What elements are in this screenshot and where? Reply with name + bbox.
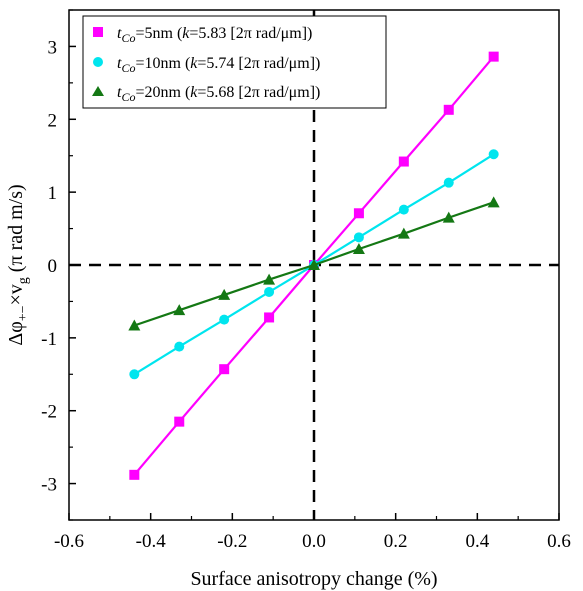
x-tick-label: 0.6 (547, 531, 571, 552)
y-axis-title-units: (π rad m/s) (5, 184, 27, 277)
data-point-square (129, 469, 140, 480)
data-point-circle (174, 341, 185, 352)
data-point-circle (443, 177, 454, 188)
y-axis-title-sub-g: g (16, 277, 31, 284)
data-point-circle (398, 204, 409, 215)
data-point-circle (488, 149, 499, 160)
data-point-circle (129, 369, 140, 380)
x-tick-label: -0.4 (136, 531, 167, 552)
y-tick-label: -3 (41, 475, 57, 496)
data-point-square (219, 364, 230, 375)
legend-box (82, 15, 387, 109)
data-point-triangle (352, 242, 365, 254)
y-tick-label: 1 (48, 183, 58, 204)
data-point-triangle (487, 196, 500, 208)
data-point-triangle (263, 273, 276, 285)
legend-label-10nm: tCo=10nm (k=5.74 [2π rad/μm]) (117, 55, 320, 75)
y-tick-label: -2 (41, 402, 57, 423)
legend: tCo=5nm (k=5.83 [2π rad/μm]) tCo=10nm (k… (82, 15, 387, 109)
data-point-triangle (442, 211, 455, 223)
data-point-circle (264, 286, 275, 297)
legend-label-20nm: tCo=20nm (k=5.68 [2π rad/μm]) (117, 84, 320, 104)
x-axis-title: Surface anisotropy change (%) (190, 568, 437, 590)
y-axis-title-delta: Δφ (5, 321, 27, 345)
x-tick-label: -0.2 (217, 531, 247, 552)
legend-marker-20nm (92, 86, 104, 96)
legend-marker-10nm (93, 57, 103, 67)
data-point-triangle (128, 319, 141, 331)
x-tick-label: -0.6 (54, 531, 84, 552)
data-point-square (398, 156, 409, 167)
data-point-square (264, 312, 275, 323)
y-axis-title: Δφ+−×vg (π rad m/s) (5, 184, 31, 345)
data-point-square (174, 416, 185, 427)
y-tick-label: 3 (48, 37, 58, 58)
data-point-triangle (397, 227, 410, 239)
data-point-triangle (173, 304, 186, 316)
legend-label-5nm: tCo=5nm (k=5.83 [2π rad/μm]) (117, 25, 312, 45)
data-point-triangle (218, 288, 231, 300)
data-point-triangle (308, 259, 320, 270)
y-tick-label: 2 (48, 110, 58, 131)
data-point-square (353, 208, 364, 219)
y-tick-label: -1 (41, 329, 57, 350)
data-point-square (488, 51, 499, 62)
x-tick-label: 0.4 (465, 531, 489, 552)
x-tick-label: 0.0 (302, 531, 326, 552)
x-tick-label: 0.2 (384, 531, 408, 552)
y-axis-title-times-v: ×v (5, 284, 27, 305)
data-point-square (443, 104, 454, 115)
y-axis-title-sub-pm: +− (16, 305, 31, 321)
data-point-circle (353, 232, 364, 243)
legend-marker-5nm (93, 27, 103, 37)
y-tick-label: 0 (48, 256, 58, 277)
data-point-circle (219, 314, 230, 325)
